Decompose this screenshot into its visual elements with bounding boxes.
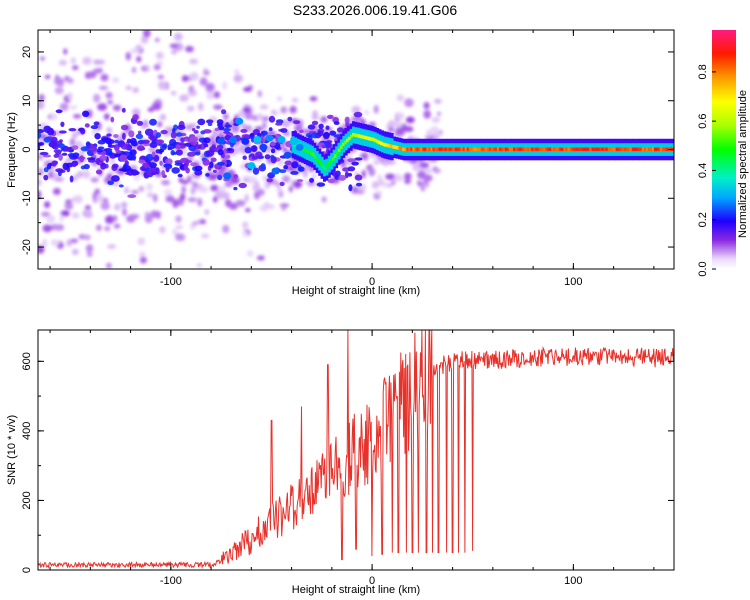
spectrogram-xlabel: Height of straight line (km): [292, 285, 420, 297]
spectrogram-xtick-label: 0: [369, 276, 375, 288]
colorbar-tick-label: 0.8: [697, 64, 709, 79]
snr-plot-area: [38, 330, 674, 570]
colorbar-tick-label: 0.0: [697, 261, 709, 276]
snr-frame: [37, 329, 675, 571]
colorbar-tick-label: 0.2: [697, 212, 709, 227]
snr-panel: -100 0 100 0 200 400 600 Height of straight li…: [6, 329, 675, 596]
spectrogram-xtick-label: 100: [564, 276, 582, 288]
colorbar-gradient: [712, 30, 736, 269]
spectrogram-ytick-label: 20: [21, 46, 33, 58]
spectrogram-ytick-label: 10: [21, 95, 33, 107]
snr-xlabel: Height of straight line (km): [292, 584, 420, 596]
colorbar: 0.0 0.2 0.4 0.6 0.8 Normalized spectral ampl…: [697, 30, 749, 277]
snr-xtick-label: 0: [369, 575, 375, 587]
snr-ytick-label: 0: [21, 567, 33, 573]
spectrogram-ytick-label: -10: [21, 190, 33, 206]
spectrogram-ridge: [217, 117, 674, 182]
spectrogram-ytick-label: 0: [21, 146, 33, 152]
snr-xtick-label: -100: [160, 575, 182, 587]
spectrogram-ytick-label: -20: [21, 239, 33, 255]
colorbar-tick-label: 0.4: [697, 163, 709, 178]
spectrogram-ylabel: Frequency (Hz): [6, 112, 18, 188]
colorbar-ticks: 0.0 0.2 0.4 0.6 0.8: [697, 64, 716, 277]
snr-ticks: -100 0 100 0 200 400 600: [21, 330, 674, 587]
snr-ytick-label: 200: [21, 491, 33, 509]
colorbar-tick-label: 0.6: [697, 114, 709, 129]
snr-xtick-label: 100: [564, 575, 582, 587]
snr-ytick-label: 400: [21, 422, 33, 440]
chart-title: S233.2026.006.19.41.G06: [292, 2, 458, 18]
snr-ylabel: SNR (10 * v/v): [6, 415, 18, 485]
colorbar-label: Normalized spectral amplitude: [737, 90, 749, 238]
snr-ytick-label: 600: [21, 352, 33, 370]
spectrogram-xtick-label: -100: [160, 276, 182, 288]
snr-series-line: [38, 330, 674, 570]
spectrogram-image: [38, 30, 674, 269]
